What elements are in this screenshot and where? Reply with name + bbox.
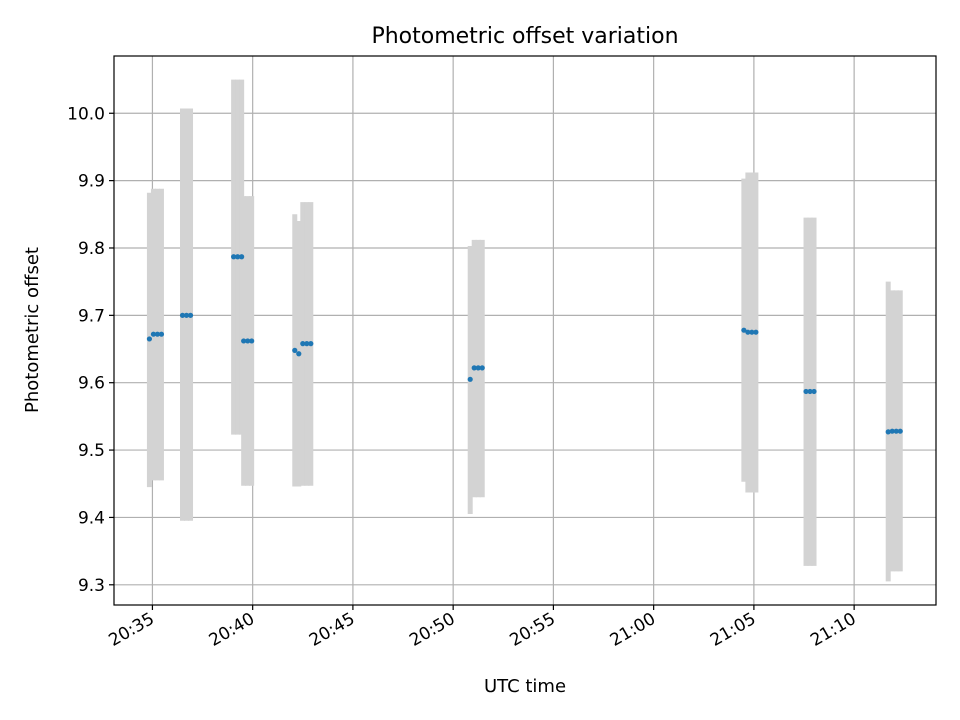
data-point xyxy=(467,376,473,382)
x-tick-label: 20:45 xyxy=(306,609,358,651)
data-point xyxy=(885,429,891,435)
data-point xyxy=(249,338,255,344)
y-axis-ticks: 9.3 9.4 9.5 9.6 9.7 9.8 9.9 10.0 xyxy=(67,104,114,596)
x-tick-label: 20:40 xyxy=(206,609,258,651)
x-tick-label: 21:05 xyxy=(707,609,759,651)
data-point xyxy=(749,329,755,335)
data-point xyxy=(183,312,190,318)
data-point xyxy=(179,312,186,318)
data-point xyxy=(187,312,194,318)
y-tick-label: 9.3 xyxy=(78,576,105,596)
data-point xyxy=(146,336,153,342)
data-point xyxy=(158,331,165,337)
chart-title: Photometric offset variation xyxy=(371,24,678,49)
data-point xyxy=(300,341,306,347)
data-point xyxy=(150,331,157,337)
data-point xyxy=(304,341,310,347)
data-point xyxy=(897,428,903,434)
data-point xyxy=(889,428,895,434)
error-bars xyxy=(146,79,903,582)
data-point xyxy=(308,341,314,347)
data-point xyxy=(245,338,251,344)
data-point xyxy=(231,254,237,260)
data-point xyxy=(807,388,813,395)
y-tick-label: 9.7 xyxy=(78,306,105,326)
data-point xyxy=(296,351,302,357)
x-tick-label: 21:10 xyxy=(807,609,859,651)
data-point xyxy=(893,428,899,434)
x-tick-label: 20:55 xyxy=(506,609,558,651)
y-tick-label: 10.0 xyxy=(67,104,105,124)
data-point xyxy=(239,254,245,260)
y-tick-label: 9.5 xyxy=(78,441,105,461)
y-axis-label: Photometric offset xyxy=(22,247,43,413)
x-axis-ticks: 20:35 20:40 20:45 20:50 20:55 21:00 21:05 21:10 xyxy=(105,605,860,651)
data-point xyxy=(241,338,247,344)
data-point xyxy=(479,365,485,371)
data-point xyxy=(741,327,747,333)
data-point xyxy=(471,365,477,371)
data-point xyxy=(803,388,809,395)
data-point xyxy=(475,365,481,371)
y-tick-label: 9.9 xyxy=(78,172,105,192)
x-axis-label: UTC time xyxy=(484,676,566,697)
y-tick-label: 9.6 xyxy=(78,374,105,394)
data-point xyxy=(292,347,298,353)
y-tick-label: 9.4 xyxy=(78,508,105,528)
x-tick-label: 20:50 xyxy=(406,609,458,651)
data-point xyxy=(753,329,759,335)
data-point xyxy=(745,329,751,335)
data-point xyxy=(235,254,241,260)
plot-frame xyxy=(113,55,937,606)
x-tick-label: 20:35 xyxy=(105,609,157,651)
x-tick-label: 21:00 xyxy=(607,609,659,651)
data-points xyxy=(146,254,903,435)
data-point xyxy=(811,388,817,395)
data-point xyxy=(154,331,161,337)
y-tick-label: 9.8 xyxy=(78,239,105,259)
